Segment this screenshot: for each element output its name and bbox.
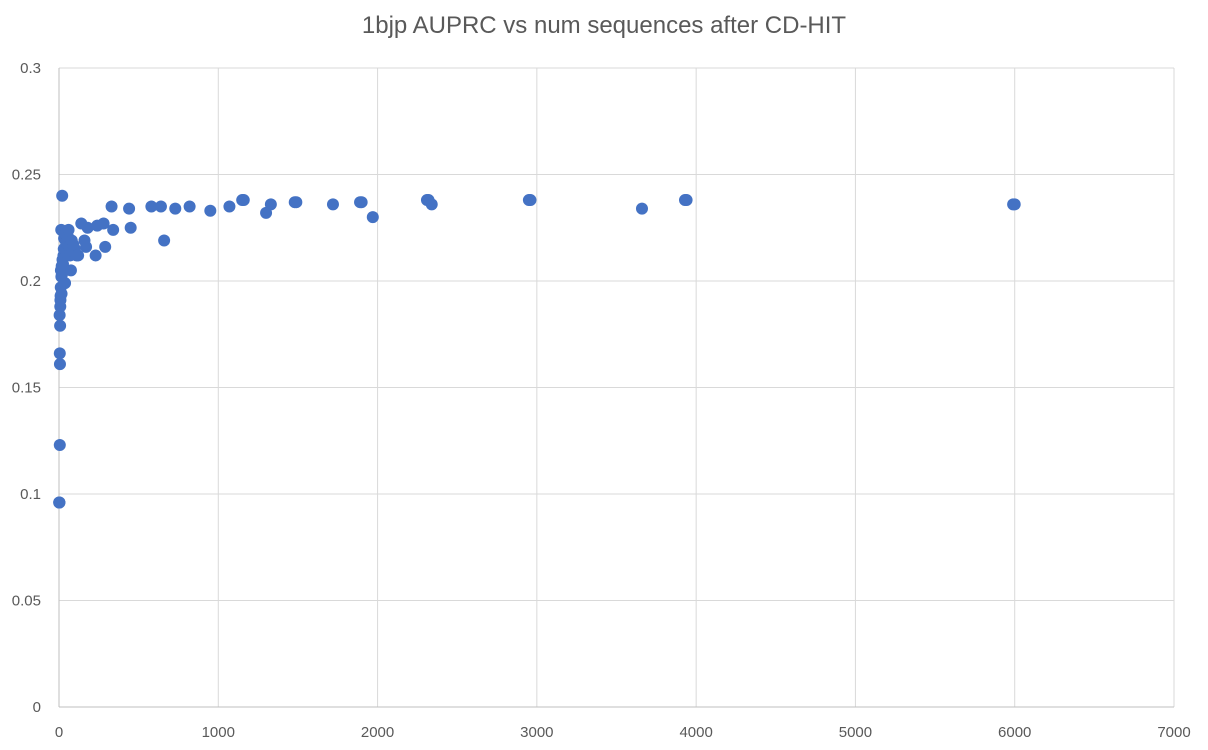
data-point <box>123 202 136 215</box>
data-point <box>326 198 339 211</box>
data-point <box>53 439 66 452</box>
y-tick-label: 0.3 <box>20 60 41 77</box>
data-point <box>97 217 110 230</box>
data-point <box>81 221 94 234</box>
x-tick-label: 5000 <box>839 724 872 741</box>
data-point <box>55 287 68 300</box>
axes <box>58 68 1174 708</box>
y-tick-label: 0.05 <box>12 593 41 610</box>
data-point <box>169 202 182 215</box>
data-point <box>635 202 648 215</box>
data-point <box>99 240 112 253</box>
data-point <box>154 200 167 213</box>
data-point <box>72 249 85 262</box>
data-point <box>1008 198 1021 211</box>
x-tick-label: 6000 <box>998 724 1031 741</box>
x-tick-label: 2000 <box>361 724 394 741</box>
data-point <box>264 198 277 211</box>
data-point <box>680 194 693 207</box>
x-tick-label: 7000 <box>1157 724 1190 741</box>
data-point <box>89 249 102 262</box>
data-point <box>53 358 66 371</box>
data-point <box>105 200 118 213</box>
data-point <box>54 319 67 332</box>
data-point <box>425 198 438 211</box>
data-point <box>53 309 66 322</box>
data-point <box>107 223 120 236</box>
data-point <box>237 194 250 207</box>
x-tick-label: 0 <box>55 724 63 741</box>
y-tick-label: 0 <box>33 699 41 716</box>
data-point <box>124 221 137 234</box>
x-tick-label: 4000 <box>679 724 712 741</box>
data-point <box>80 240 93 253</box>
data-point <box>355 196 368 209</box>
data-points <box>53 189 1021 509</box>
data-point <box>64 264 77 277</box>
chart-title: 1bjp AUPRC vs num sequences after CD-HIT <box>361 12 847 39</box>
data-point <box>53 347 66 360</box>
gridlines <box>59 67 1175 707</box>
data-point <box>183 200 196 213</box>
data-point <box>290 196 303 209</box>
data-point <box>366 211 379 224</box>
data-point <box>56 189 69 202</box>
data-point <box>145 200 158 213</box>
data-point <box>53 496 66 509</box>
y-tick-label: 0.2 <box>20 273 41 290</box>
data-point <box>62 223 75 236</box>
x-tick-label: 1000 <box>202 724 235 741</box>
data-point <box>204 204 217 217</box>
data-point <box>223 200 236 213</box>
x-tick-label: 3000 <box>520 724 553 741</box>
tick-labels: 0 0.05 0.1 0.15 0.2 0.25 0.3 0 1000 2000 3000 4000 5… <box>12 60 1191 741</box>
data-point <box>59 277 72 290</box>
y-tick-label: 0.25 <box>12 167 41 184</box>
data-point <box>158 234 171 247</box>
y-tick-label: 0.1 <box>20 486 41 503</box>
y-tick-label: 0.15 <box>12 380 41 397</box>
data-point <box>524 194 537 207</box>
